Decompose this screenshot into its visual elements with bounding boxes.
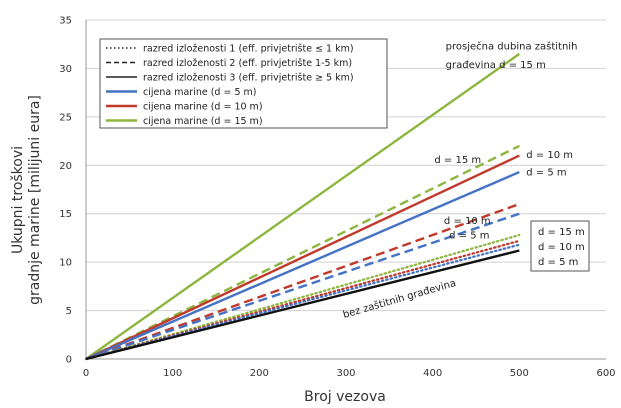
y-axis-title-line2: gradnje marine [milijuni eura]: [27, 95, 43, 305]
legend-label: razred izloženosti 2 (eff. privjetrište …: [143, 58, 352, 69]
y-tick-label: 0: [66, 355, 72, 366]
y-tick-labels: 0 5 10 15 20 25 30 35: [59, 16, 72, 366]
y-axis-title: Ukupni troškovi gradnje marine [milijuni…: [10, 95, 43, 305]
y-tick-label: 30: [59, 64, 72, 75]
x-tick-label: 100: [163, 368, 182, 379]
series-line: [86, 146, 519, 359]
y-tick-label: 10: [59, 258, 72, 269]
boxed-annotation-line-1: d = 15 m: [538, 227, 585, 238]
x-tick-labels: 0 100 200 300 400 500 600: [83, 368, 616, 379]
annotation-label: prosječna dubina zaštitnih: [446, 41, 578, 53]
y-axis-title-line1: Ukupni troškovi: [10, 146, 26, 254]
series-line: [86, 172, 519, 359]
annotation-label: d = 15 m: [434, 155, 481, 166]
boxed-annotation: d = 15 m d = 10 m d = 5 m: [531, 221, 589, 271]
x-tick-label: 600: [596, 368, 615, 379]
y-tick-label: 15: [59, 209, 72, 220]
x-tick-label: 400: [423, 368, 442, 379]
boxed-annotation-line-2: d = 10 m: [538, 242, 585, 253]
annotation-label: d = 10 m: [526, 150, 573, 161]
legend-label: cijena marine (d = 5 m): [143, 87, 256, 98]
series-line: [86, 156, 519, 359]
annotation-label: d = 5 m: [449, 231, 489, 242]
y-tick-label: 5: [66, 306, 72, 317]
x-axis-title: Broj vezova: [304, 389, 386, 405]
legend-label: razred izloženosti 1 (eff. privjetrište …: [143, 44, 354, 55]
x-tick-label: 300: [336, 368, 355, 379]
boxed-annotation-line-3: d = 5 m: [538, 257, 578, 268]
annotation-label: d = 5 m: [526, 168, 566, 179]
x-tick-label: 500: [510, 368, 529, 379]
x-tick-label: 0: [83, 368, 89, 379]
legend: razred izloženosti 1 (eff. privjetrište …: [100, 39, 387, 128]
x-tick-label: 200: [250, 368, 269, 379]
legend-label: cijena marine (d = 10 m): [143, 102, 263, 113]
y-tick-label: 35: [59, 16, 72, 27]
annotation-label: građevina d = 15 m: [446, 60, 546, 71]
legend-label: razred izloženosti 3 (eff. privjetrište …: [143, 73, 354, 84]
annotations: prosječna dubina zaštitnih građevina d = …: [434, 41, 577, 242]
legend-label: cijena marine (d = 15 m): [143, 116, 263, 127]
annotation-label: d = 10 m: [444, 216, 491, 227]
y-tick-label: 25: [59, 112, 72, 123]
y-tick-label: 20: [59, 161, 72, 172]
